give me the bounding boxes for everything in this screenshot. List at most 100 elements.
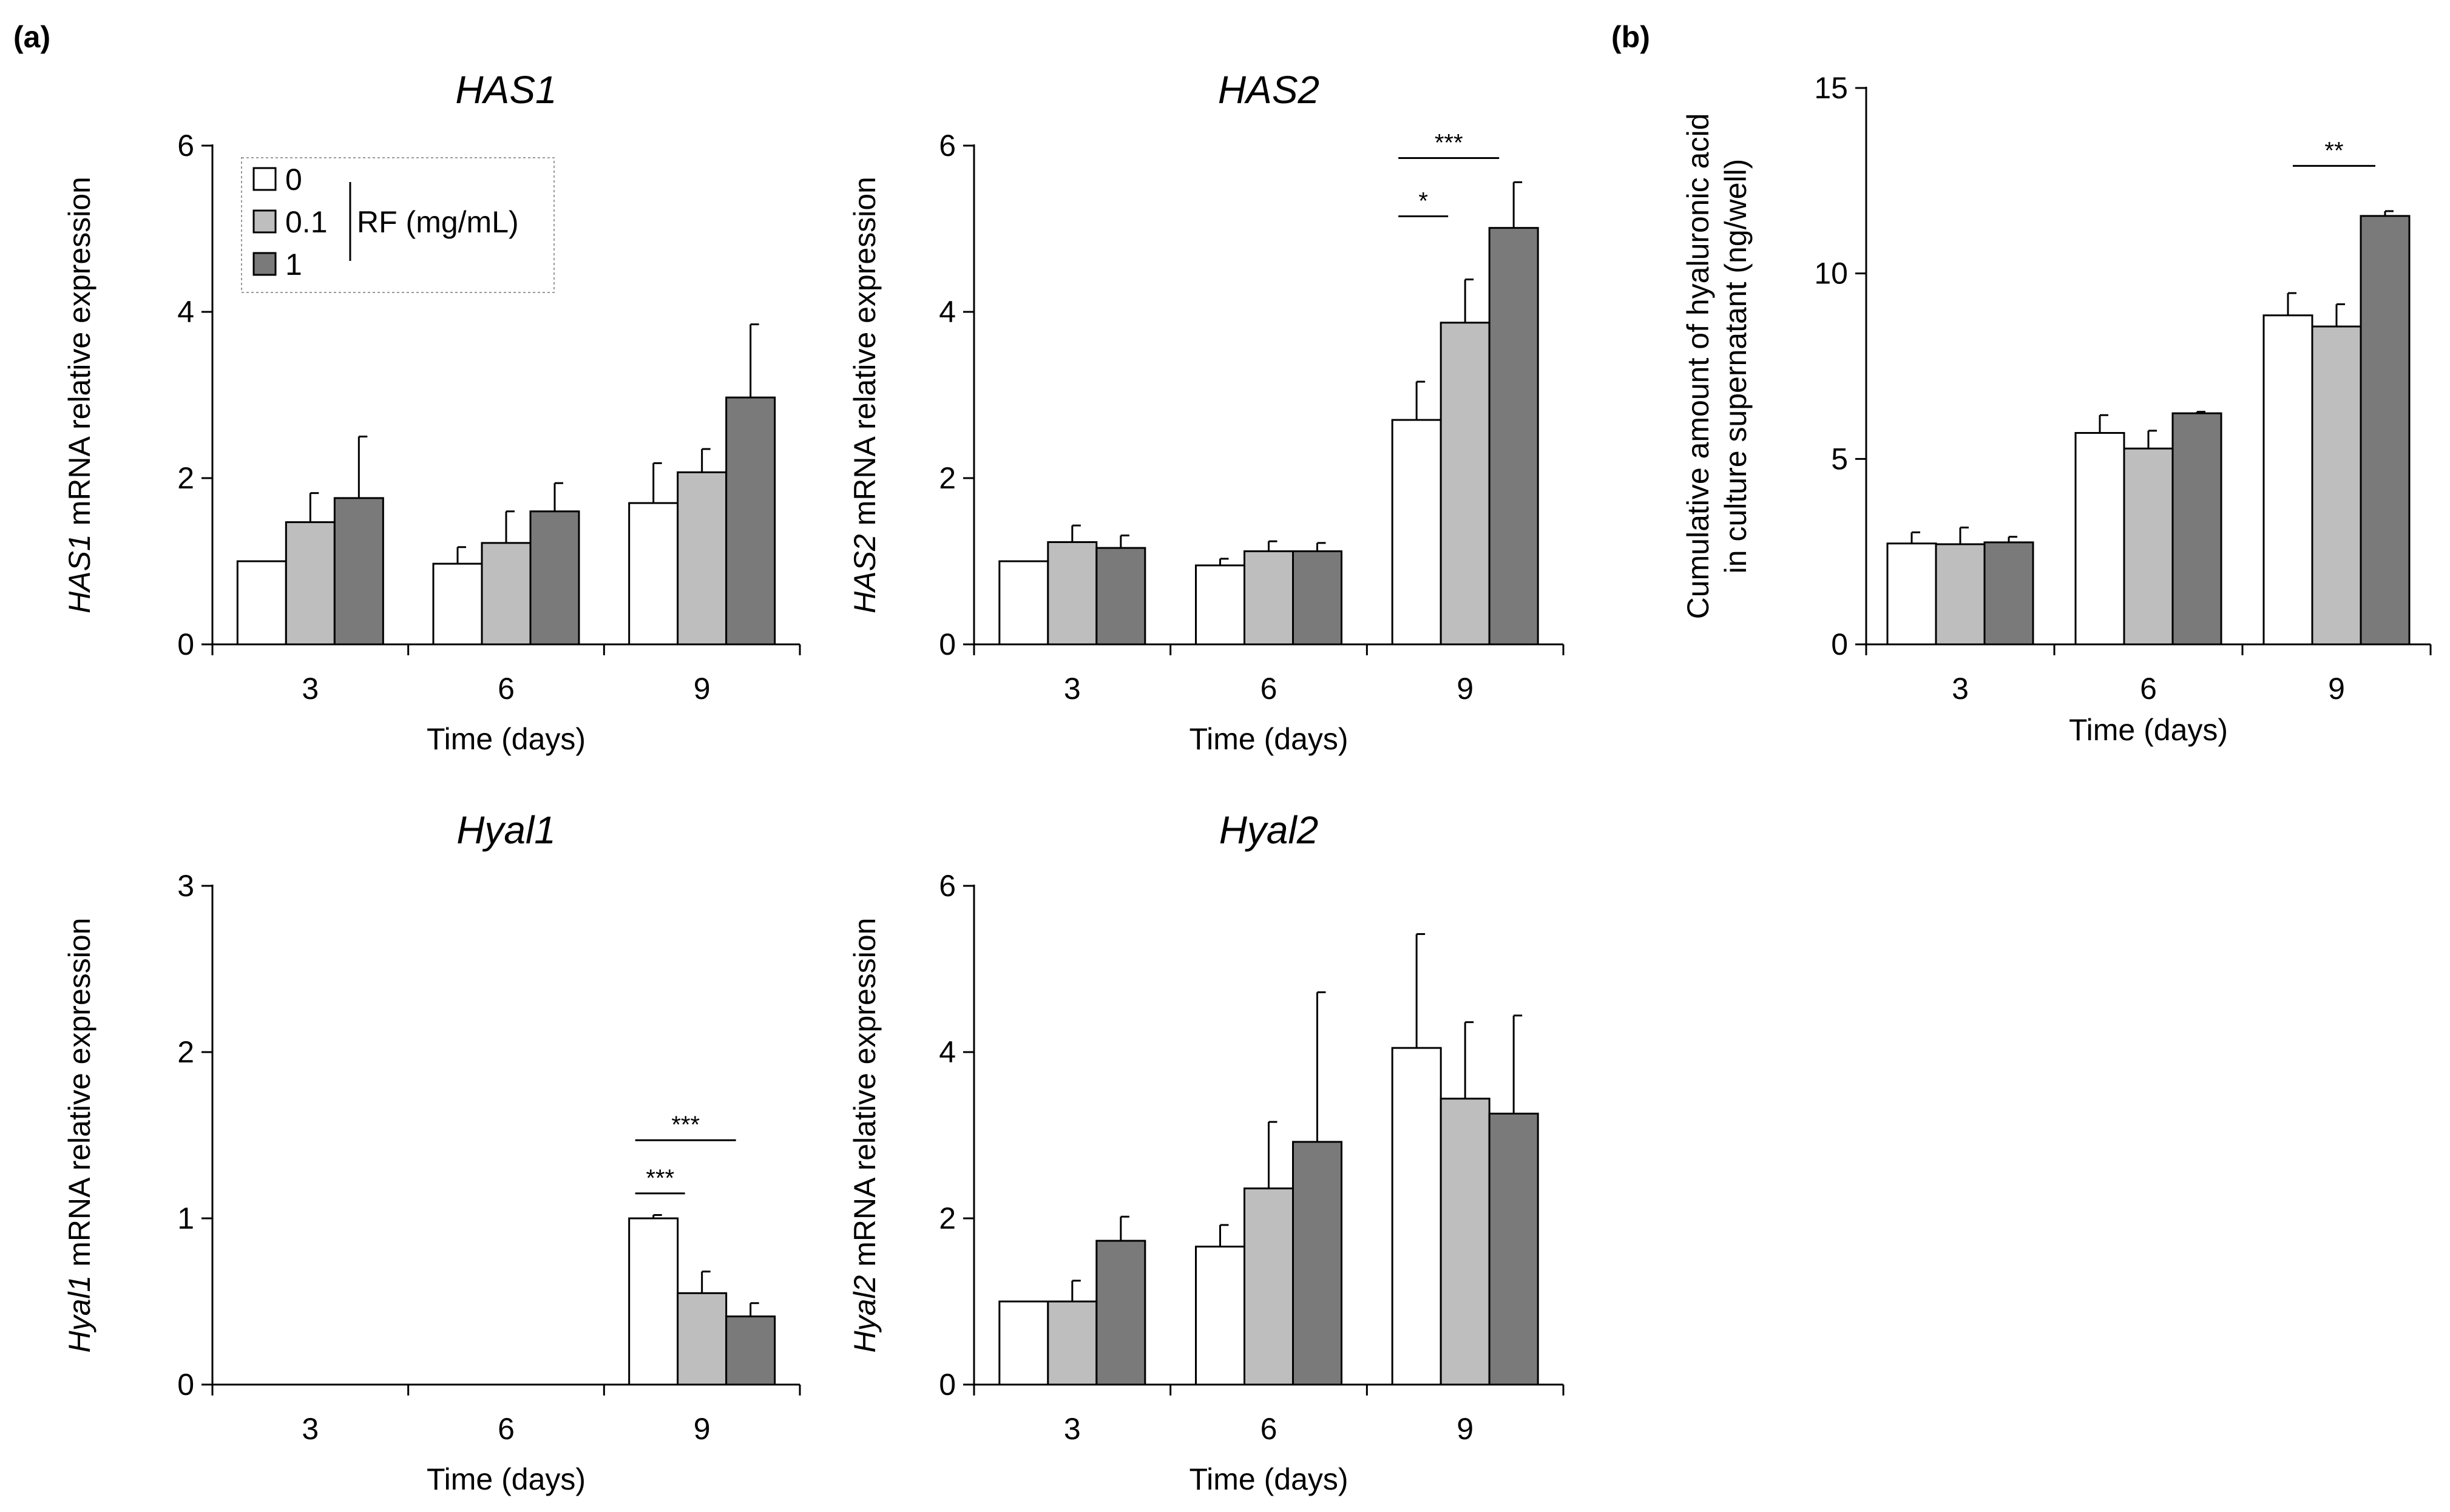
legend-swatch-1 (252, 209, 277, 234)
bar-1-day-3 (333, 497, 384, 646)
y-tick-label: 2 (939, 1201, 956, 1235)
bar-1-day-9 (725, 1315, 776, 1386)
bar-0.1-day-9 (1440, 1098, 1491, 1386)
y-axis-label: HAS1 mRNA relative expression (63, 177, 96, 613)
legend-frame (241, 157, 555, 293)
bar-1-day-6 (1292, 550, 1342, 646)
bar-0.1-day-9 (1440, 322, 1491, 646)
y-tick-label: 3 (177, 869, 194, 903)
y-axis-label: HAS2 mRNA relative expression (848, 177, 882, 613)
y-axis-label-gene: Hyal2 (848, 1275, 882, 1352)
x-axis-label: Time (days) (427, 722, 586, 756)
y-tick-label: 0 (939, 1368, 956, 1402)
bar-0.1-day-6 (1244, 550, 1294, 646)
legend-label-1: 0.1 (285, 205, 328, 239)
x-tick-label: 6 (498, 1412, 515, 1446)
y-tick-label: 5 (1831, 442, 1848, 476)
bar-1-day-6 (529, 510, 580, 646)
chart-has1: HAS1 0 2 4 6 3 6 9 Time (days) HAS1 mRNA relative… (63, 68, 801, 756)
chart-title: HAS1 (455, 68, 557, 112)
y-axis-label: in culture supernatant (ng/well) (1719, 159, 1753, 574)
x-axis-label: Time (days) (1189, 1462, 1348, 1496)
legend-label-0: 0 (285, 163, 302, 197)
legend-swatch-0 (252, 167, 277, 191)
y-axis-label: Hyal1 mRNA relative expression (63, 918, 96, 1353)
chart-has2: HAS2 0 2 4 6 3 6 9 Time (days) HAS2 mRNA relative… (848, 68, 1565, 756)
bar-0-day-9 (628, 502, 679, 646)
x-tick-label: 3 (302, 1412, 319, 1446)
x-tick-label: 9 (2328, 672, 2345, 706)
bar-0-day-9 (628, 1217, 679, 1386)
bar-0-day-9 (2262, 314, 2313, 646)
bar-1-day-6 (1292, 1141, 1342, 1386)
panel-label-b: (b) (1611, 20, 1650, 54)
y-axis-label-gene: HAS2 (848, 534, 882, 613)
bar-0.1-day-3 (1047, 541, 1098, 646)
legend-swatch-2 (252, 252, 277, 276)
x-axis-label: Time (days) (2069, 713, 2228, 747)
y-tick-label: 4 (177, 295, 194, 329)
legend-label-2: 1 (285, 248, 302, 282)
bar-0-day-3 (998, 1300, 1049, 1386)
y-tick-label: 2 (939, 461, 956, 495)
y-tick-label: 10 (1814, 257, 1848, 291)
y-tick-label: 0 (177, 627, 194, 661)
bar-0-day-6 (432, 562, 483, 646)
significance-label: ** (2324, 137, 2343, 164)
bar-0.1-day-9 (2311, 325, 2362, 646)
x-tick-label: 9 (694, 672, 711, 706)
bar-0-day-9 (1391, 1047, 1442, 1386)
x-tick-label: 6 (1261, 1412, 1277, 1446)
bar-0.1-day-9 (677, 471, 728, 646)
y-axis-label-rest: mRNA relative expression (848, 177, 882, 534)
bar-0.1-day-6 (1244, 1187, 1294, 1386)
chart-title: HAS2 (1218, 68, 1319, 112)
x-tick-label: 9 (1457, 672, 1474, 706)
y-tick-label: 0 (177, 1368, 194, 1402)
y-tick-label: 6 (939, 869, 956, 903)
bar-0.1-day-3 (1047, 1300, 1098, 1386)
chart-hyaluronic-acid: 0 5 10 15 3 6 9 Time (days) Cumulative amount of… (1681, 71, 2432, 747)
bar-0.1-day-6 (481, 542, 532, 646)
bar-1-day-3 (1095, 1240, 1146, 1386)
bar-0.1-day-9 (677, 1292, 728, 1386)
significance-label: *** (646, 1165, 674, 1192)
y-axis-label-gene: HAS1 (63, 534, 96, 613)
y-axis-label-rest: mRNA relative expression (848, 918, 882, 1275)
bar-1-day-9 (725, 396, 776, 646)
significance-label: *** (671, 1112, 700, 1138)
bar-1-day-6 (2171, 412, 2222, 646)
y-tick-label: 1 (177, 1201, 194, 1235)
legend-group-label: RF (mg/mL) (357, 205, 519, 239)
y-axis-label-rest: mRNA relative expression (63, 177, 96, 534)
bar-0.1-day-3 (285, 521, 336, 646)
y-tick-label: 0 (939, 627, 956, 661)
panel-label-a: (a) (13, 20, 50, 54)
bar-0-day-6 (1195, 1246, 1245, 1386)
y-tick-label: 4 (939, 295, 956, 329)
bar-0-day-9 (1391, 419, 1442, 646)
bar-1-day-9 (2360, 215, 2411, 646)
bar-1-day-9 (1488, 1112, 1539, 1386)
x-tick-label: 3 (1064, 672, 1081, 706)
bar-0-day-3 (236, 560, 287, 646)
bar-0-day-3 (998, 560, 1049, 646)
y-tick-label: 4 (939, 1035, 956, 1069)
y-tick-label: 2 (177, 1035, 194, 1069)
significance-label: * (1418, 187, 1428, 214)
bar-0.1-day-3 (1935, 543, 1986, 646)
x-tick-label: 9 (694, 1412, 711, 1446)
x-tick-label: 9 (1457, 1412, 1474, 1446)
x-tick-label: 3 (1064, 1412, 1081, 1446)
y-tick-label: 15 (1814, 71, 1848, 105)
bar-1-day-3 (1983, 541, 2034, 646)
y-axis-label-rest: mRNA relative expression (63, 918, 96, 1275)
x-tick-label: 6 (1261, 672, 1277, 706)
chart-title: Hyal1 (456, 808, 556, 852)
x-axis-label: Time (days) (1189, 722, 1348, 756)
y-axis-label: Cumulative amount of hyaluronic acid (1681, 113, 1715, 619)
bar-0.1-day-6 (2123, 447, 2174, 646)
x-tick-label: 3 (302, 672, 319, 706)
x-axis-label: Time (days) (427, 1462, 586, 1496)
x-tick-label: 6 (2140, 672, 2157, 706)
